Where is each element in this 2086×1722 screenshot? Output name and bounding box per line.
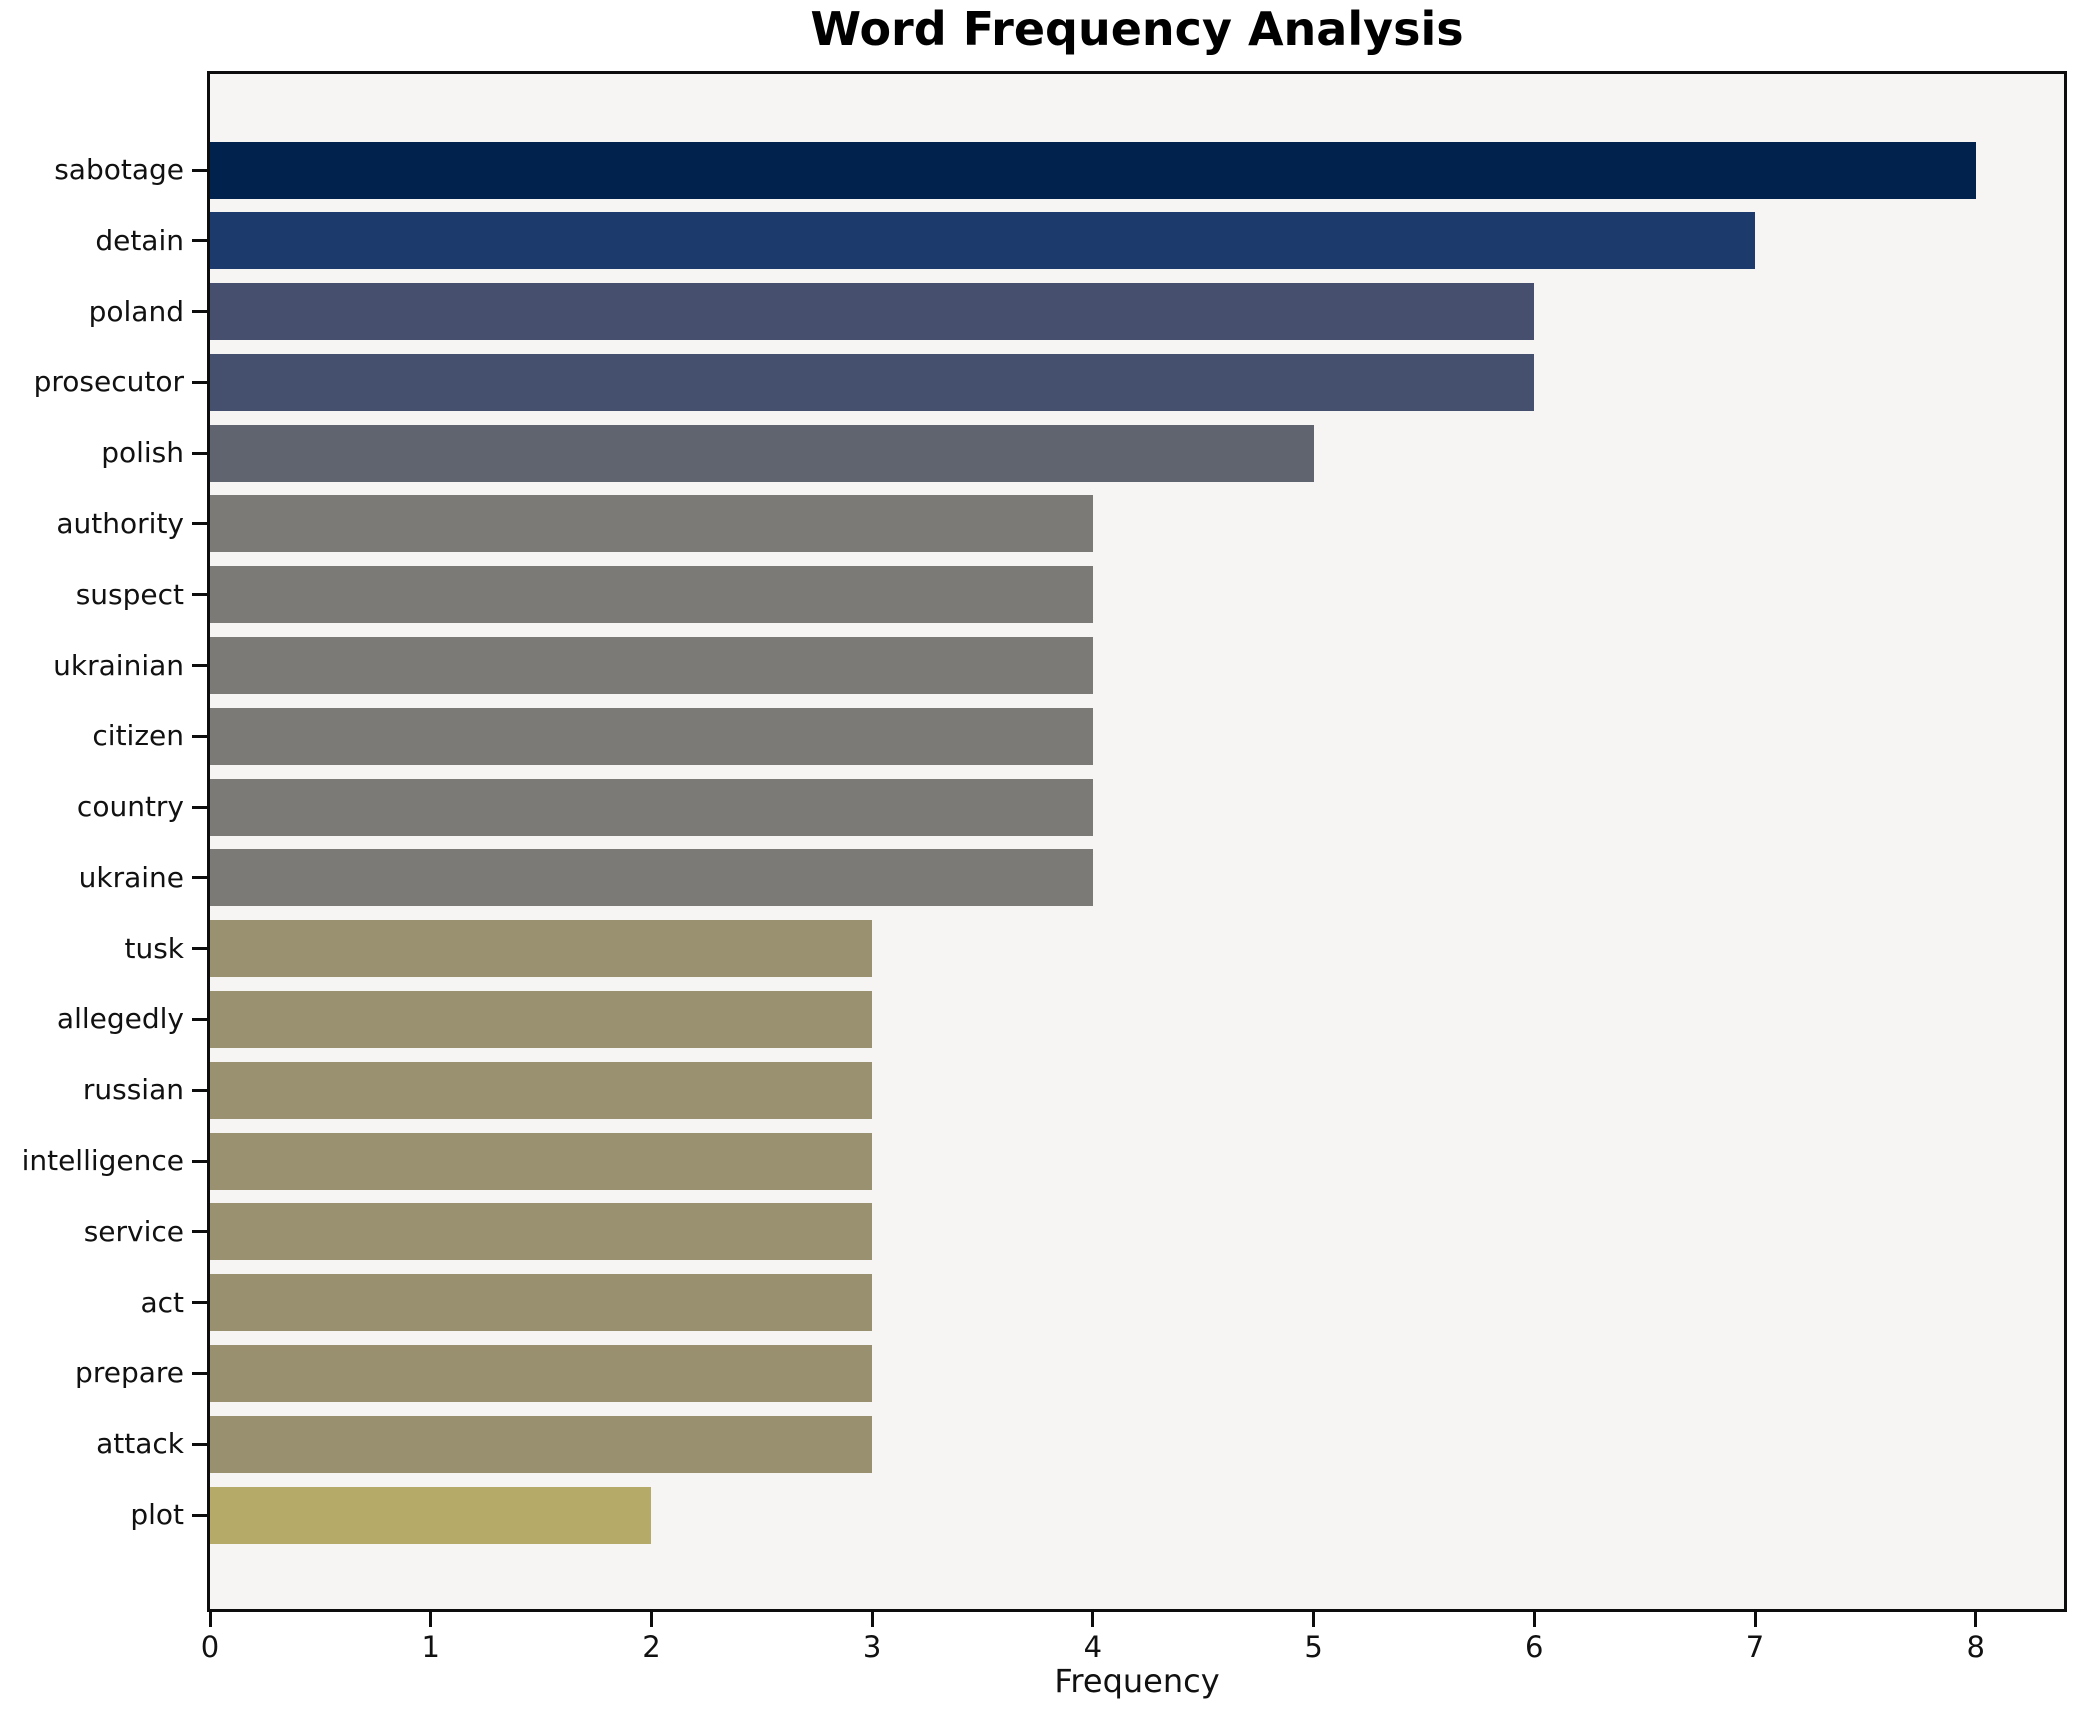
y-tick-mark: [192, 1301, 207, 1305]
y-tick-mark: [192, 947, 207, 951]
y-tick-label-poland: poland: [88, 294, 184, 328]
y-tick-label-country: country: [76, 790, 184, 824]
bar-ukraine: [210, 849, 1093, 907]
y-tick-mark: [192, 1088, 207, 1092]
x-tick-mark: [1091, 1612, 1095, 1627]
x-tick-mark: [429, 1612, 433, 1627]
y-tick-label-russian: russian: [82, 1073, 184, 1107]
y-tick-label-tusk: tusk: [124, 931, 184, 965]
y-tick-mark: [192, 734, 207, 738]
y-tick-mark: [192, 1230, 207, 1234]
bar-plot: [210, 1486, 652, 1544]
y-tick-label-plot: plot: [130, 1498, 184, 1531]
y-tick-mark: [192, 380, 207, 384]
y-tick-label-allegedly: allegedly: [56, 1002, 184, 1036]
y-tick-label-act: act: [140, 1285, 184, 1319]
y-tick-mark: [192, 239, 207, 243]
y-tick-mark: [192, 805, 207, 809]
x-tick-label-2: 2: [642, 1630, 661, 1664]
y-tick-mark: [192, 593, 207, 597]
y-tick-mark: [192, 168, 207, 172]
y-tick-label-ukraine: ukraine: [78, 860, 184, 894]
x-tick-label-8: 8: [1966, 1630, 1985, 1664]
y-tick-label-ukrainian: ukrainian: [53, 648, 184, 682]
bar-service: [210, 1203, 873, 1261]
x-tick-mark: [1532, 1612, 1536, 1627]
bar-authority: [210, 495, 1093, 553]
x-tick-mark: [870, 1612, 874, 1627]
y-tick-label-polish: polish: [101, 436, 184, 470]
y-tick-label-citizen: citizen: [92, 719, 184, 753]
y-tick-mark: [192, 1017, 207, 1021]
x-tick-label-4: 4: [1083, 1630, 1103, 1664]
y-tick-label-service: service: [83, 1214, 184, 1248]
bar-sabotage: [210, 141, 1976, 199]
y-tick-mark: [192, 1371, 207, 1375]
x-tick-label-6: 6: [1525, 1630, 1544, 1664]
y-tick-mark: [192, 1513, 207, 1517]
bar-act: [210, 1274, 873, 1332]
x-tick-label-0: 0: [200, 1630, 220, 1664]
y-tick-label-suspect: suspect: [75, 577, 184, 611]
bar-prosecutor: [210, 353, 1535, 411]
bar-country: [210, 778, 1093, 836]
y-tick-label-sabotage: sabotage: [54, 153, 184, 186]
y-tick-mark: [192, 522, 207, 526]
y-tick-label-attack: attack: [96, 1427, 184, 1461]
y-tick-mark: [192, 876, 207, 880]
bar-polish: [210, 424, 1314, 482]
y-tick-mark: [192, 451, 207, 455]
y-tick-label-detain: detain: [95, 223, 184, 257]
x-tick-label-7: 7: [1745, 1630, 1765, 1664]
x-tick-mark: [1753, 1612, 1757, 1627]
x-tick-mark: [1312, 1612, 1316, 1627]
bar-citizen: [210, 707, 1093, 765]
bar-detain: [210, 212, 1755, 270]
chart-title: Word Frequency Analysis: [810, 2, 1464, 56]
plot-area: [207, 71, 2067, 1612]
bar-prepare: [210, 1344, 873, 1402]
y-tick-mark: [192, 1442, 207, 1446]
bar-russian: [210, 1061, 873, 1119]
bar-ukrainian: [210, 637, 1093, 695]
y-tick-label-prosecutor: prosecutor: [33, 365, 184, 399]
bar-attack: [210, 1415, 873, 1473]
x-tick-mark: [208, 1612, 212, 1627]
x-tick-label-1: 1: [421, 1630, 440, 1664]
bar-tusk: [210, 920, 873, 978]
y-tick-label-prepare: prepare: [75, 1356, 184, 1390]
y-tick-label-intelligence: intelligence: [21, 1144, 184, 1178]
y-tick-mark: [192, 664, 207, 668]
x-tick-mark: [1974, 1612, 1978, 1627]
x-tick-label-5: 5: [1304, 1630, 1323, 1664]
x-axis-label: Frequency: [1054, 1662, 1220, 1700]
bar-poland: [210, 283, 1535, 341]
bar-allegedly: [210, 990, 873, 1048]
y-tick-mark: [192, 310, 207, 314]
x-tick-mark: [649, 1612, 653, 1627]
bar-intelligence: [210, 1132, 873, 1190]
y-tick-label-authority: authority: [56, 506, 184, 540]
y-tick-mark: [192, 1159, 207, 1163]
x-tick-label-3: 3: [862, 1630, 882, 1664]
bar-suspect: [210, 566, 1093, 624]
